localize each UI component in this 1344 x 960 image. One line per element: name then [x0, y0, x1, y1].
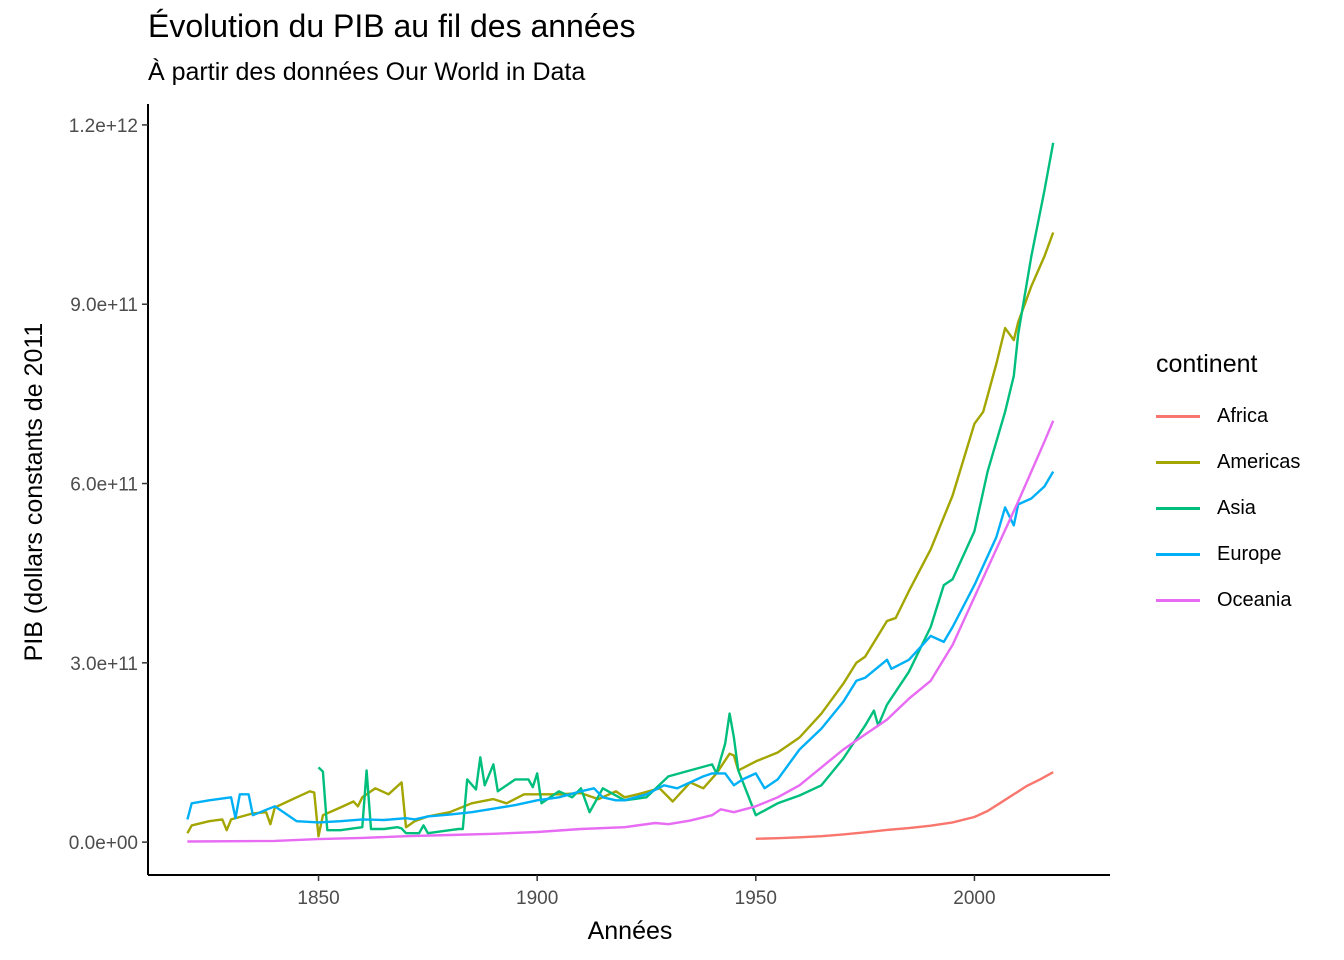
y-tick-label: 3.0e+11: [70, 654, 138, 675]
series-line-oceania: [187, 420, 1055, 843]
series-line-asia: [317, 142, 1055, 835]
legend-label: Europe: [1217, 542, 1282, 565]
x-axis-title: Années: [588, 917, 673, 945]
legend-label: Africa: [1217, 404, 1269, 427]
chart-title: Évolution du PIB au fil des années: [148, 8, 636, 44]
y-tick-label: 6.0e+11: [70, 475, 138, 496]
legend-label: Asia: [1217, 496, 1256, 519]
y-tick-label: 9.0e+11: [70, 295, 138, 316]
y-tick-label: 1.2e+12: [69, 116, 138, 137]
legend-key: [1156, 414, 1200, 418]
legend-label: Oceania: [1217, 588, 1292, 611]
legend: continent Africa Americas Asia Europe Oceani…: [1156, 350, 1300, 623]
axes: [142, 104, 1110, 881]
y-axis-title: PIB (dollars constants de 2011: [20, 323, 48, 662]
x-tick-label: 1900: [516, 888, 558, 909]
series-lines: [186, 142, 1055, 843]
legend-item-oceania: Oceania: [1156, 577, 1300, 623]
chart-subtitle: À partir des données Our World in Data: [148, 58, 586, 86]
legend-item-asia: Asia: [1156, 485, 1300, 531]
legend-key: [1156, 552, 1200, 556]
legend-key: [1156, 598, 1200, 602]
legend-key: [1156, 506, 1200, 510]
legend-item-europe: Europe: [1156, 531, 1300, 577]
y-tick-label: 0.0e+00: [69, 833, 138, 854]
legend-title: continent: [1156, 350, 1258, 378]
series-line-americas: [186, 232, 1055, 838]
series-line-europe: [186, 470, 1055, 824]
x-tick-label: 1850: [297, 888, 339, 909]
legend-item-africa: Africa: [1156, 393, 1300, 439]
legend-item-americas: Americas: [1156, 439, 1300, 485]
series-line-africa: [755, 771, 1054, 840]
x-tick-label: 1950: [735, 888, 777, 909]
x-tick-label: 2000: [953, 888, 995, 909]
legend-items: Africa Americas Asia Europe Oceania: [1156, 393, 1300, 623]
legend-key: [1156, 460, 1200, 464]
legend-label: Americas: [1217, 450, 1301, 473]
tick-labels: 1850 1900 1950 2000 0.0e+00 3.0e+11 6.0e+11 9.0…: [69, 116, 996, 909]
